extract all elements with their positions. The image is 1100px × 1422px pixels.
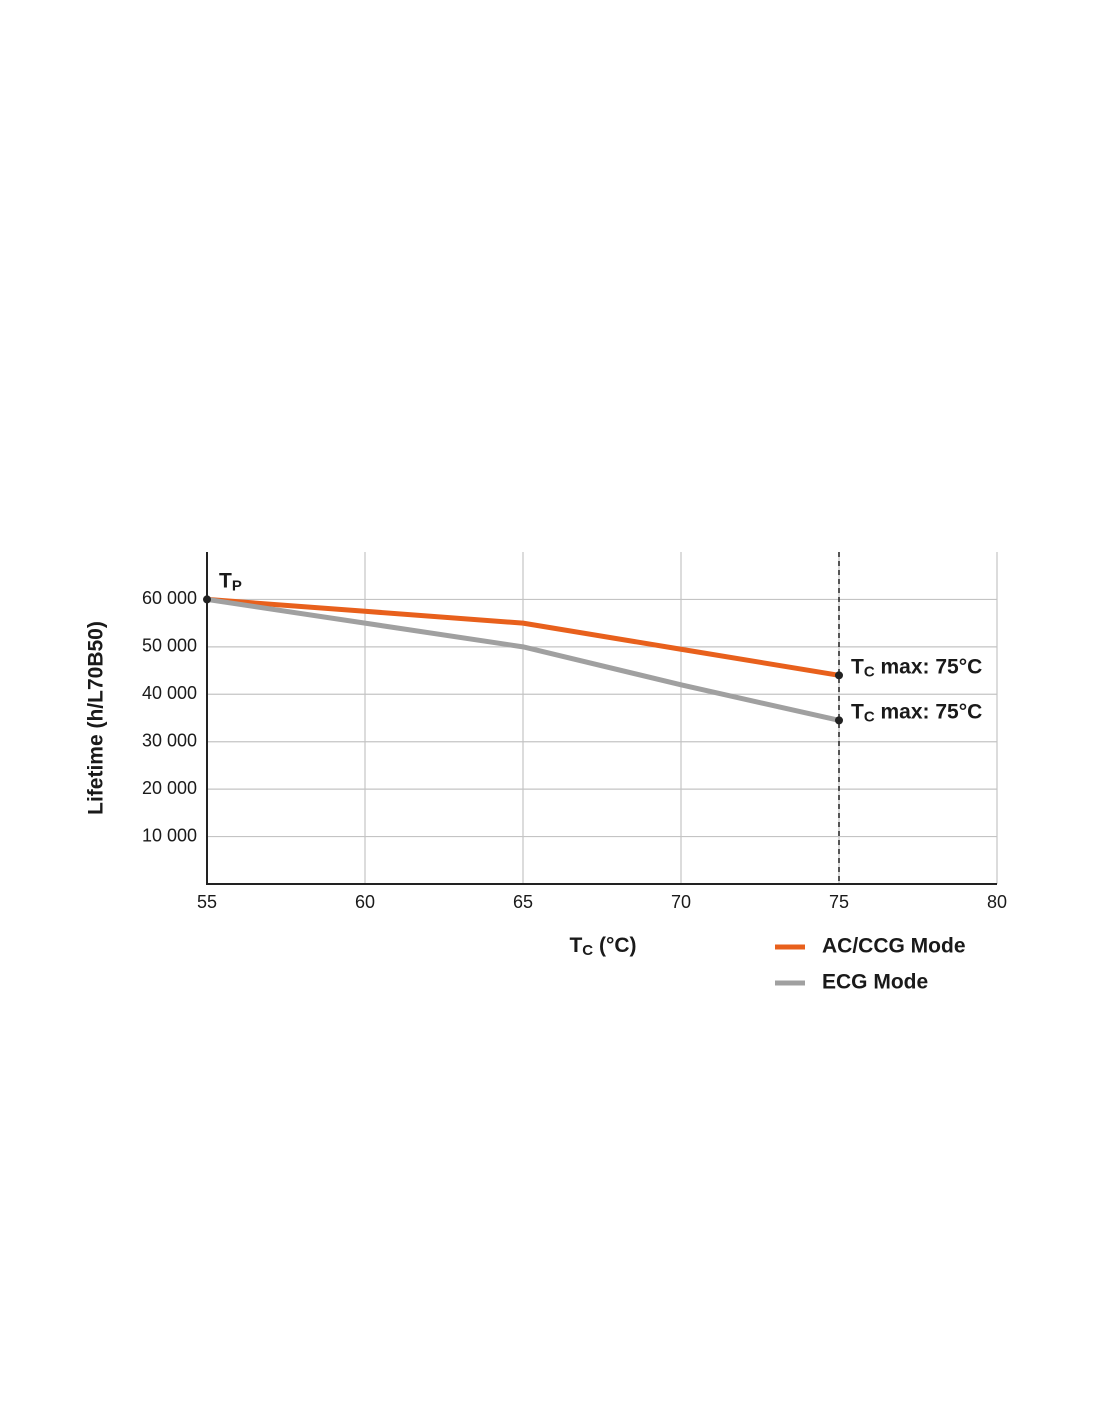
label-base: T (851, 700, 864, 723)
label-rest: max: 75°C (875, 655, 983, 678)
series-line (206, 596, 840, 723)
x-tick-label: 65 (513, 892, 533, 912)
y-tick-label: 30 000 (142, 730, 197, 750)
x-tick-label: 55 (197, 892, 217, 912)
label-rest: (°C) (593, 934, 636, 957)
legend-label: ECG Mode (822, 971, 928, 994)
x-tick-label: 60 (355, 892, 375, 912)
label-sub: C (864, 663, 875, 680)
point-marker (835, 716, 843, 725)
y-tick-label: 50 000 (142, 636, 197, 656)
series-line (206, 596, 840, 678)
label: TP (219, 569, 242, 594)
label-rest: max: 75°C (875, 700, 983, 723)
y-tick-label: 40 000 (142, 683, 197, 703)
label-sub: C (864, 708, 875, 725)
label: TC max: 75°C (851, 700, 982, 725)
label: TC max: 75°C (851, 655, 982, 680)
label-base: T (569, 934, 582, 957)
label: TC (°C) (569, 934, 636, 959)
x-tick-label: 75 (829, 892, 849, 912)
x-tick-label: 80 (987, 892, 1007, 912)
y-tick-label: 10 000 (142, 825, 197, 845)
x-tick-label: 70 (671, 892, 691, 912)
point-marker (203, 595, 211, 604)
legend-label: AC/CCG Mode (822, 935, 966, 958)
label-sub: P (232, 577, 242, 594)
label-base: T (219, 569, 232, 592)
y-axis-label: Lifetime (h/L70B50) (85, 621, 108, 815)
label-base: T (851, 655, 864, 678)
y-tick-label: 60 000 (142, 588, 197, 608)
label-sub: C (582, 942, 593, 959)
y-tick-label: 20 000 (142, 778, 197, 798)
point-marker (835, 671, 843, 680)
